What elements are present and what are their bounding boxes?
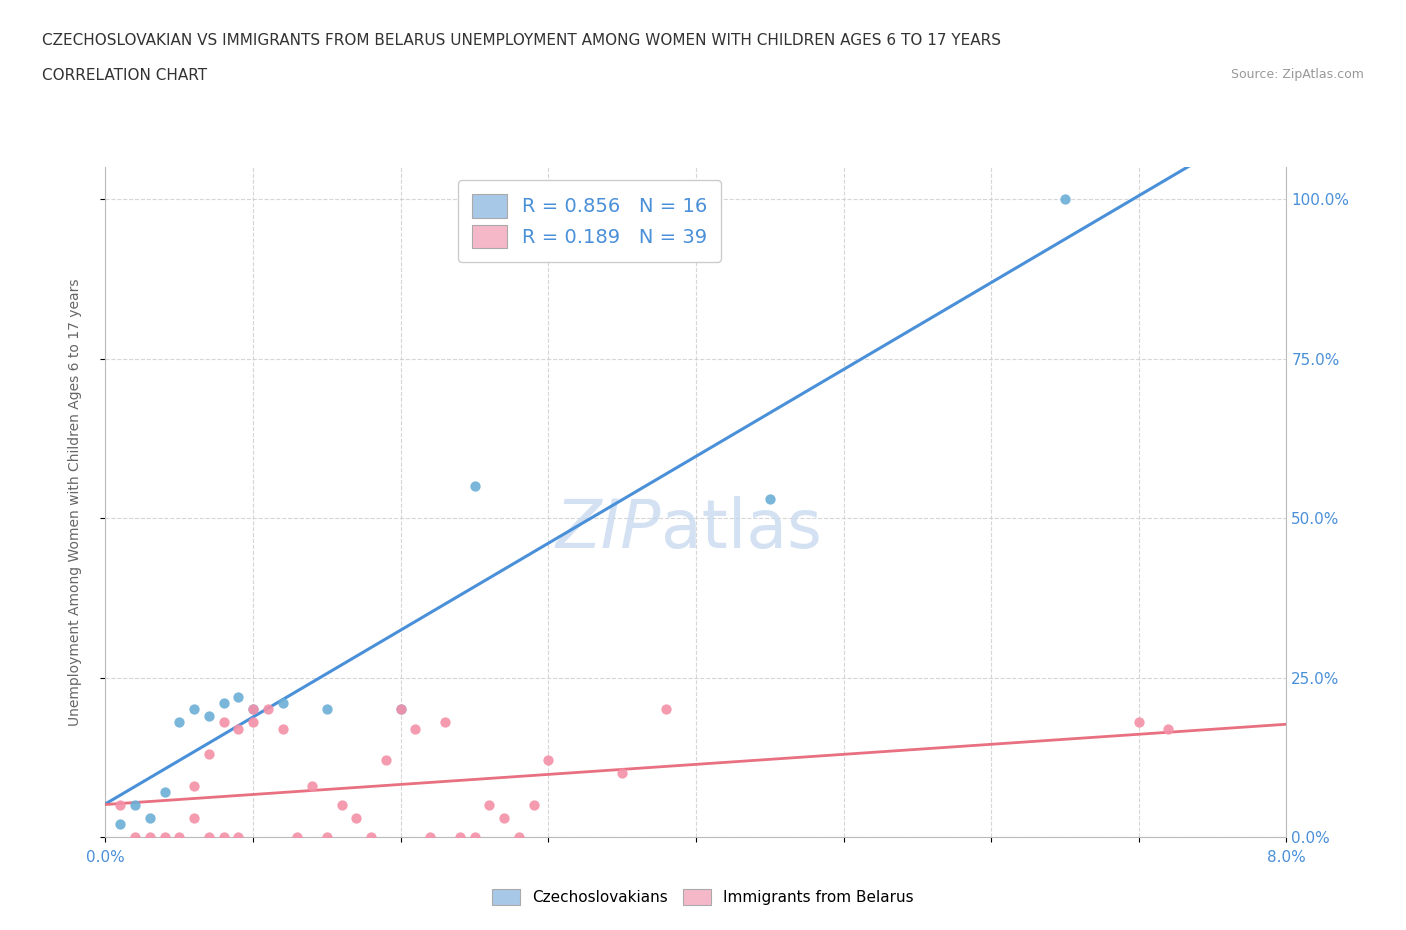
Point bbox=[212, 830, 235, 844]
Legend: R = 0.856   N = 16, R = 0.189   N = 39: R = 0.856 N = 16, R = 0.189 N = 39 bbox=[458, 180, 721, 262]
Text: ZIP: ZIP bbox=[555, 496, 661, 562]
Point bbox=[419, 830, 441, 844]
Point bbox=[271, 721, 294, 736]
Point bbox=[287, 830, 309, 844]
Point bbox=[492, 810, 515, 825]
Point bbox=[301, 778, 323, 793]
Point bbox=[183, 778, 205, 793]
Point bbox=[197, 830, 219, 844]
Point bbox=[537, 753, 560, 768]
Point bbox=[110, 817, 132, 831]
Point bbox=[110, 798, 132, 813]
Point bbox=[197, 747, 219, 762]
Point bbox=[389, 702, 412, 717]
Text: CZECHOSLOVAKIAN VS IMMIGRANTS FROM BELARUS UNEMPLOYMENT AMONG WOMEN WITH CHILDRE: CZECHOSLOVAKIAN VS IMMIGRANTS FROM BELAR… bbox=[42, 33, 1001, 47]
Point bbox=[610, 765, 633, 780]
Point bbox=[315, 702, 337, 717]
Text: CORRELATION CHART: CORRELATION CHART bbox=[42, 68, 207, 83]
Point bbox=[124, 798, 146, 813]
Point bbox=[344, 810, 367, 825]
Point bbox=[478, 798, 501, 813]
Point bbox=[1054, 192, 1077, 206]
Point bbox=[464, 479, 486, 494]
Point bbox=[449, 830, 471, 844]
Point bbox=[183, 702, 205, 717]
Point bbox=[758, 492, 780, 507]
Point bbox=[242, 702, 264, 717]
Point bbox=[1157, 721, 1180, 736]
Point bbox=[522, 798, 544, 813]
Text: Source: ZipAtlas.com: Source: ZipAtlas.com bbox=[1230, 68, 1364, 81]
Point bbox=[508, 830, 530, 844]
Point bbox=[256, 702, 278, 717]
Point bbox=[405, 721, 427, 736]
Point bbox=[197, 709, 219, 724]
Point bbox=[153, 785, 176, 800]
Point bbox=[226, 830, 250, 844]
Point bbox=[330, 798, 353, 813]
Point bbox=[212, 715, 235, 730]
Point bbox=[153, 830, 176, 844]
Point bbox=[464, 830, 486, 844]
Point bbox=[389, 702, 412, 717]
Point bbox=[138, 830, 162, 844]
Point bbox=[433, 715, 456, 730]
Text: atlas: atlas bbox=[661, 496, 821, 562]
Point bbox=[226, 721, 250, 736]
Legend: Czechoslovakians, Immigrants from Belarus: Czechoslovakians, Immigrants from Belaru… bbox=[486, 883, 920, 911]
Point bbox=[374, 753, 396, 768]
Point bbox=[360, 830, 382, 844]
Point bbox=[242, 702, 264, 717]
Text: 8.0%: 8.0% bbox=[1267, 850, 1306, 865]
Point bbox=[138, 810, 162, 825]
Point bbox=[169, 830, 191, 844]
Point bbox=[271, 696, 294, 711]
Point bbox=[169, 715, 191, 730]
Y-axis label: Unemployment Among Women with Children Ages 6 to 17 years: Unemployment Among Women with Children A… bbox=[67, 278, 82, 726]
Point bbox=[655, 702, 678, 717]
Point bbox=[242, 715, 264, 730]
Point bbox=[183, 810, 205, 825]
Point bbox=[315, 830, 337, 844]
Point bbox=[124, 830, 146, 844]
Point bbox=[212, 696, 235, 711]
Point bbox=[226, 689, 250, 704]
Text: 0.0%: 0.0% bbox=[86, 850, 125, 865]
Point bbox=[1128, 715, 1150, 730]
